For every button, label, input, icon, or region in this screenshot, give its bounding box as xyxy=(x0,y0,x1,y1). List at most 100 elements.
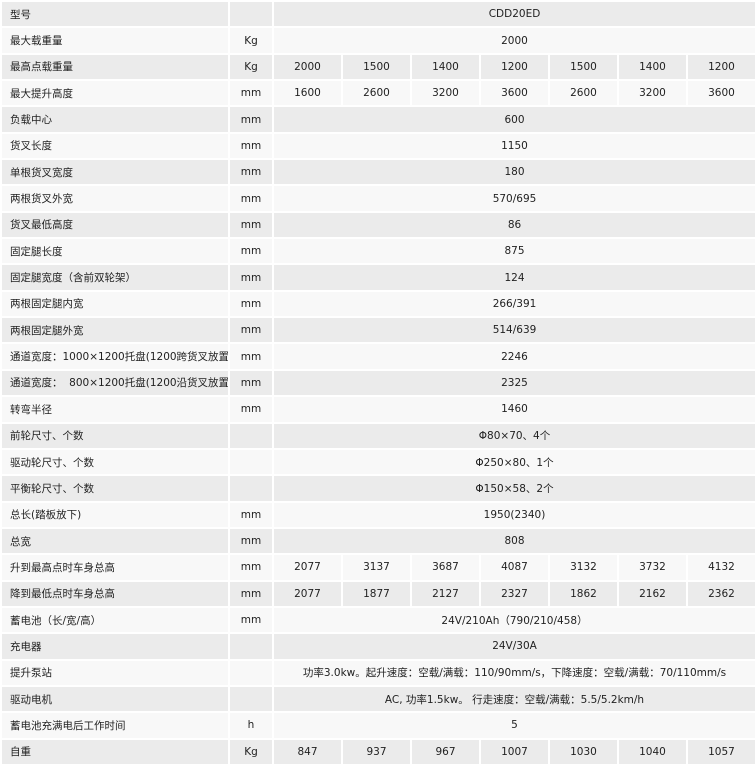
spec-value: 1007 xyxy=(479,737,550,766)
spec-value: 570/695 xyxy=(272,184,755,213)
spec-value: 2362 xyxy=(686,579,755,608)
spec-unit: mm xyxy=(228,105,274,134)
spec-label: 转弯半径 xyxy=(0,395,230,424)
spec-label: 单根货叉宽度 xyxy=(0,158,230,187)
spec-value: 1862 xyxy=(548,579,619,608)
spec-value: 3600 xyxy=(686,79,755,108)
spec-label: 通道宽度：1000×1200托盘(1200跨货叉放置) xyxy=(0,342,230,371)
spec-unit: mm xyxy=(228,553,274,582)
spec-row: 两根货叉外宽 mm 570/695 xyxy=(0,184,755,213)
spec-value: 2246 xyxy=(272,342,755,371)
spec-unit xyxy=(228,474,274,503)
spec-row: 两根固定腿内宽 mm 266/391 xyxy=(0,289,755,319)
spec-value: 1030 xyxy=(548,737,619,766)
spec-label: 货叉最低高度 xyxy=(0,210,230,240)
spec-unit: mm xyxy=(228,237,274,266)
spec-row: 总宽 mm 808 xyxy=(0,526,755,556)
spec-label: 固定腿宽度（含前双轮架） xyxy=(0,263,230,292)
spec-row: 两根固定腿外宽 mm 514/639 xyxy=(0,316,755,345)
spec-unit xyxy=(228,658,274,687)
spec-label: 蓄电池充满电后工作时间 xyxy=(0,711,230,740)
spec-row: 提升泵站 功率3.0kw。起升速度：空载/满载：110/90mm/s，下降速度：空… xyxy=(0,658,755,687)
spec-value: 808 xyxy=(272,526,755,556)
spec-value: Φ80×70、4个 xyxy=(272,421,755,450)
spec-row: 最大提升高度 mm 1600 2600 3200 3600 2600 3200 3600 xyxy=(0,79,755,108)
spec-value: 2077 xyxy=(272,579,343,608)
spec-value: 937 xyxy=(341,737,412,766)
spec-unit xyxy=(228,684,274,714)
spec-value: 1040 xyxy=(617,737,688,766)
spec-unit: mm xyxy=(228,210,274,240)
spec-value: 4087 xyxy=(479,553,550,582)
spec-row: 平衡轮尺寸、个数 Φ150×58、2个 xyxy=(0,474,755,503)
spec-value: 1400 xyxy=(617,52,688,82)
spec-unit: mm xyxy=(228,184,274,213)
spec-value: 功率3.0kw。起升速度：空载/满载：110/90mm/s，下降速度：空载/满载… xyxy=(272,658,755,687)
spec-value: 2600 xyxy=(341,79,412,108)
spec-value: 600 xyxy=(272,105,755,134)
spec-label: 型号 xyxy=(0,0,230,29)
spec-row: 升到最高点时车身总高 mm 2077 3137 3687 4087 3132 3732 4132 xyxy=(0,553,755,582)
spec-label: 两根固定腿内宽 xyxy=(0,289,230,319)
spec-unit: mm xyxy=(228,605,274,635)
spec-unit: mm xyxy=(228,500,274,529)
spec-value: 847 xyxy=(272,737,343,766)
spec-value: 1950(2340) xyxy=(272,500,755,529)
spec-label: 两根货叉外宽 xyxy=(0,184,230,213)
spec-row: 蓄电池（长/宽/高） mm 24V/210Ah（790/210/458） xyxy=(0,605,755,635)
spec-value: 3732 xyxy=(617,553,688,582)
spec-value: 1400 xyxy=(410,52,481,82)
spec-value: 3137 xyxy=(341,553,412,582)
spec-value: CDD20ED xyxy=(272,0,755,29)
spec-row: 单根货叉宽度 mm 180 xyxy=(0,158,755,187)
spec-label: 最大提升高度 xyxy=(0,79,230,108)
spec-row: 转弯半径 mm 1460 xyxy=(0,395,755,424)
spec-unit: mm xyxy=(228,263,274,292)
spec-value: 1150 xyxy=(272,131,755,161)
spec-value: 3200 xyxy=(617,79,688,108)
spec-value: 514/639 xyxy=(272,316,755,345)
spec-value: 1877 xyxy=(341,579,412,608)
spec-label: 充电器 xyxy=(0,632,230,661)
spec-label: 降到最低点时车身总高 xyxy=(0,579,230,608)
spec-value: 1200 xyxy=(686,52,755,82)
spec-row: 降到最低点时车身总高 mm 2077 1877 2127 2327 1862 2162 2362 xyxy=(0,579,755,608)
spec-label: 蓄电池（长/宽/高） xyxy=(0,605,230,635)
spec-value: Φ250×80、1个 xyxy=(272,447,755,477)
spec-value: Φ150×58、2个 xyxy=(272,474,755,503)
spec-value: 3600 xyxy=(479,79,550,108)
spec-row: 蓄电池充满电后工作时间 h 5 xyxy=(0,711,755,740)
spec-row: 最大载重量 Kg 2000 xyxy=(0,26,755,55)
spec-unit: Kg xyxy=(228,26,274,55)
spec-value: 875 xyxy=(272,237,755,266)
spec-row: 货叉长度 mm 1150 xyxy=(0,131,755,161)
spec-unit: mm xyxy=(228,158,274,187)
spec-value: 1460 xyxy=(272,395,755,424)
spec-row: 货叉最低高度 mm 86 xyxy=(0,210,755,240)
spec-row: 负载中心 mm 600 xyxy=(0,105,755,134)
spec-value: 967 xyxy=(410,737,481,766)
spec-unit: mm xyxy=(228,342,274,371)
spec-label: 平衡轮尺寸、个数 xyxy=(0,474,230,503)
spec-value: 2000 xyxy=(272,26,755,55)
spec-label: 前轮尺寸、个数 xyxy=(0,421,230,450)
spec-label: 最大载重量 xyxy=(0,26,230,55)
spec-row: 前轮尺寸、个数 Φ80×70、4个 xyxy=(0,421,755,450)
spec-unit: mm xyxy=(228,395,274,424)
spec-label: 两根固定腿外宽 xyxy=(0,316,230,345)
spec-label: 固定腿长度 xyxy=(0,237,230,266)
spec-label: 通道宽度： 800×1200托盘(1200沿货叉放置) xyxy=(0,368,230,398)
spec-row: 驱动轮尺寸、个数 Φ250×80、1个 xyxy=(0,447,755,477)
spec-unit: mm xyxy=(228,579,274,608)
spec-unit: mm xyxy=(228,316,274,345)
spec-unit: mm xyxy=(228,368,274,398)
spec-unit xyxy=(228,0,274,29)
spec-row: 型号 CDD20ED xyxy=(0,0,755,29)
spec-value: 3132 xyxy=(548,553,619,582)
spec-value: AC, 功率1.5kw。 行走速度：空载/满载：5.5/5.2km/h xyxy=(272,684,755,714)
spec-value: 1500 xyxy=(341,52,412,82)
spec-label: 总宽 xyxy=(0,526,230,556)
spec-unit: Kg xyxy=(228,737,274,766)
